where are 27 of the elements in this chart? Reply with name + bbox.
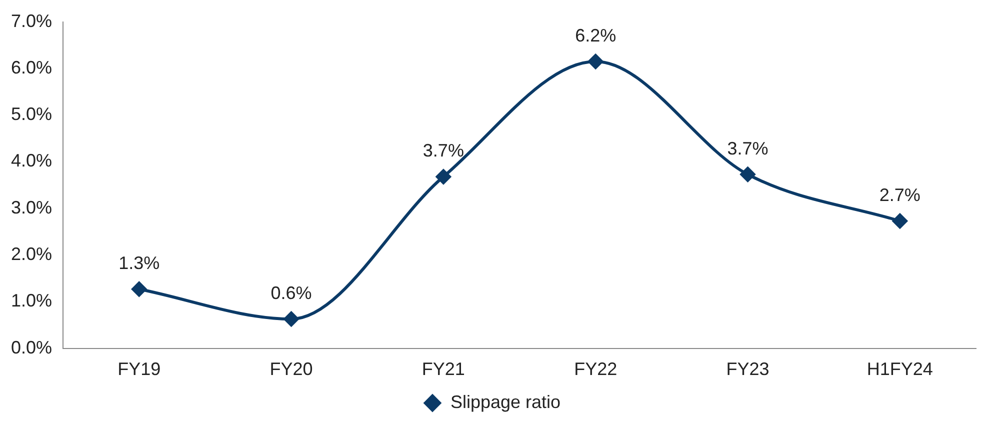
- y-tick-label: 6.0%: [10, 57, 52, 78]
- point: [284, 312, 299, 327]
- point: [132, 282, 147, 297]
- point: [588, 54, 604, 69]
- x-tick-label: FY21: [422, 359, 465, 380]
- data-label: 1.3%: [118, 253, 160, 274]
- data-label: 3.7%: [422, 140, 464, 161]
- y-tick-label: 1.0%: [10, 290, 52, 311]
- point: [436, 169, 451, 184]
- y-tick-label: 5.0%: [10, 104, 52, 124]
- point: [740, 166, 756, 182]
- x-tick-label: H1FY24: [866, 359, 933, 380]
- x-tick-label: FY19: [118, 359, 161, 380]
- point: [892, 214, 908, 229]
- data-label: 0.6%: [270, 282, 312, 303]
- y-tick-label: 7.0%: [10, 10, 52, 31]
- x-tick-label: FY22: [574, 359, 618, 380]
- x-tick-label: FY20: [270, 359, 313, 380]
- data-label: 6.2%: [575, 25, 616, 46]
- data-label: 3.7%: [727, 138, 768, 158]
- data-label: 2.7%: [879, 184, 920, 205]
- x-tick-label: FY23: [726, 359, 770, 380]
- y-tick-label: 4.0%: [10, 150, 52, 171]
- y-tick-label: 3.0%: [10, 197, 52, 218]
- y-tick-label: 2.0%: [10, 244, 52, 264]
- legend-label: Slippage ratio: [450, 392, 561, 412]
- y-tick-label: 0.0%: [10, 337, 52, 358]
